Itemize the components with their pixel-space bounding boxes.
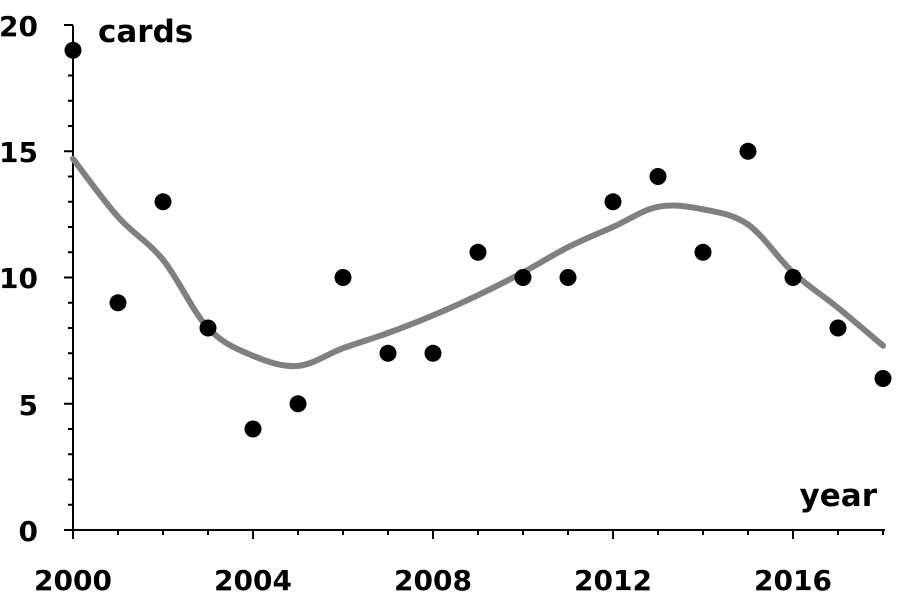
x-axis-title: year — [800, 478, 878, 514]
data-point — [64, 41, 82, 59]
data-point — [739, 142, 757, 160]
y-tick-label: 5 — [19, 389, 38, 422]
data-point — [649, 168, 667, 185]
y-tick-label: 15 — [0, 136, 38, 169]
y-axis-title: cards — [98, 14, 193, 50]
y-tick-label: 20 — [0, 10, 38, 43]
data-point — [514, 269, 532, 286]
data-point — [694, 243, 712, 261]
x-tick-label: 2016 — [754, 564, 832, 597]
y-tick-labels: 0 5 10 15 20 — [0, 10, 38, 548]
data-point — [334, 269, 352, 286]
data-point — [424, 344, 442, 362]
x-tick-label: 2004 — [214, 564, 292, 597]
y-tick-label: 0 — [19, 515, 38, 548]
data-point — [829, 319, 847, 337]
x-tick-labels: 2000 2004 2008 2012 2016 — [34, 564, 832, 597]
data-point — [379, 344, 397, 362]
data-point — [154, 193, 172, 211]
chart-axes — [64, 24, 885, 539]
data-point — [604, 193, 622, 211]
x-tick-label: 2008 — [394, 564, 472, 597]
data-point — [784, 269, 802, 286]
x-tick-label: 2012 — [574, 564, 652, 597]
data-points — [64, 41, 892, 438]
x-minor-ticks — [117, 530, 884, 535]
data-point — [199, 319, 217, 337]
x-tick-label: 2000 — [34, 564, 112, 597]
data-point — [289, 395, 307, 413]
data-point — [109, 294, 127, 312]
data-point — [244, 420, 262, 438]
data-point — [559, 269, 577, 286]
y-major-ticks — [64, 24, 73, 531]
trend-line — [70, 155, 886, 370]
data-point — [874, 370, 892, 387]
data-point — [469, 243, 487, 261]
y-tick-label: 10 — [0, 262, 38, 295]
x-major-ticks — [72, 530, 794, 539]
